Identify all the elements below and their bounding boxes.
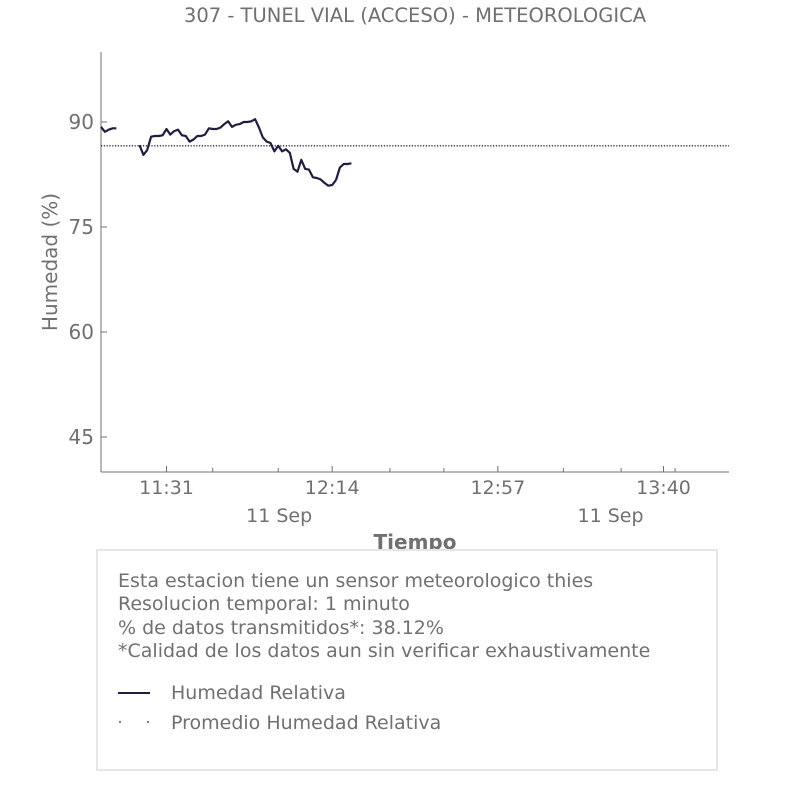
x-tick-label: 12:14 <box>305 477 360 499</box>
info-line-transmitted: % de datos transmitidos*: 38.12% <box>118 617 444 639</box>
y-tick-label: 75 <box>69 215 94 239</box>
info-box: Esta estacion tiene un sensor meteorolog… <box>96 549 718 771</box>
info-line-quality: *Calidad de los datos aun sin verificar … <box>118 640 651 662</box>
legend-swatch-humedad-relativa <box>118 692 150 694</box>
chart-title: 307 - TUNEL VIAL (ACCESO) - METEOROLOGIC… <box>184 4 647 27</box>
info-line-resolution: Resolucion temporal: 1 minuto <box>118 593 410 615</box>
info-line-sensor: Esta estacion tiene un sensor meteorolog… <box>118 570 594 592</box>
legend-label-promedio: Promedio Humedad Relativa <box>171 712 442 734</box>
y-tick-label: 90 <box>69 110 94 134</box>
y-ticks: 45 60 75 90 <box>69 110 107 449</box>
legend-label-humedad-relativa: Humedad Relativa <box>171 682 346 704</box>
series-layer <box>100 118 729 187</box>
series-line-humedad-relativa-segment-2 <box>334 162 352 181</box>
y-tick-label: 45 <box>69 425 94 449</box>
series-line-humedad-relativa-segment-0 <box>100 126 117 133</box>
legend-swatch-promedio <box>118 721 152 725</box>
y-axis-label: Humedad (%) <box>38 193 62 331</box>
x-date-label: 11 Sep <box>246 505 312 527</box>
x-date-label: 11 Sep <box>577 505 643 527</box>
y-tick-label: 60 <box>69 320 94 344</box>
x-tick-label: 12:57 <box>470 477 525 499</box>
x-tick-label: 13:40 <box>636 477 691 499</box>
series-line-humedad-relativa-segment-1 <box>138 118 337 187</box>
x-ticks: 11:31 12:14 11 Sep 12:57 13:40 11 Sep <box>139 466 691 527</box>
x-tick-label: 11:31 <box>139 477 194 499</box>
